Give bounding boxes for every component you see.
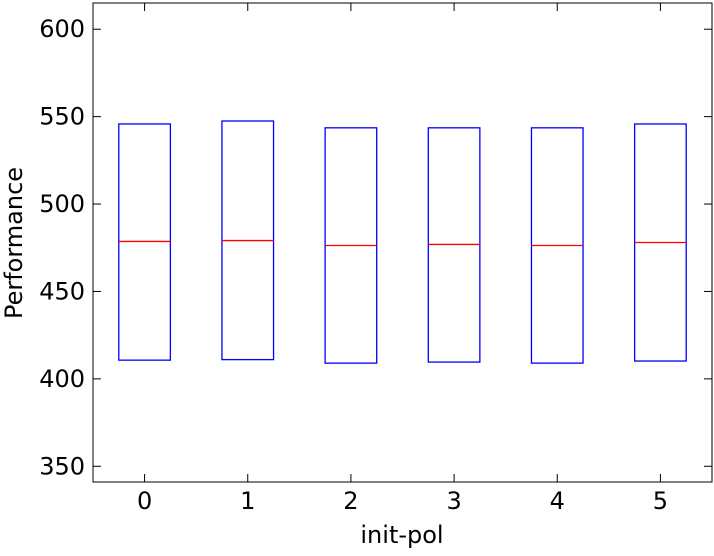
y-axis-label: Performance [0,167,28,319]
x-tick-label: 4 [550,487,565,515]
x-tick-label: 3 [446,487,461,515]
x-tick-label: 1 [240,487,255,515]
y-tick-label: 500 [39,190,85,218]
x-tick-label: 0 [137,487,152,515]
x-axis-label: init-pol [360,521,443,549]
x-tick-label: 5 [653,487,668,515]
y-tick-label: 400 [39,365,85,393]
y-tick-label: 350 [39,452,85,480]
x-tick-label: 2 [343,487,358,515]
y-tick-label: 550 [39,103,85,131]
plot-frame [92,2,713,483]
y-tick-label: 450 [39,277,85,305]
y-tick-label: 600 [39,15,85,43]
